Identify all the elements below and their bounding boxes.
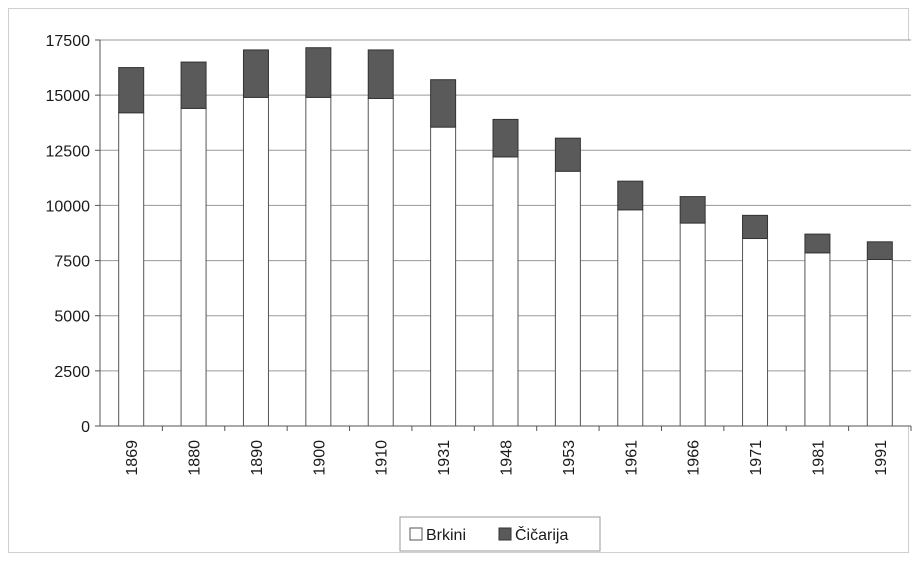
legend-label-cicarija: Čičarija [515, 525, 568, 544]
x-tick-label: 1991 [873, 440, 890, 476]
y-tick-label: 0 [81, 419, 90, 436]
y-tick-label: 5000 [54, 309, 90, 326]
bar-cicarija-1880 [180, 61, 207, 109]
y-tick-label: 12500 [46, 143, 91, 160]
y-tick-label: 10000 [46, 198, 91, 215]
bar-brkini-1880 [180, 107, 207, 427]
bar-brkini-1961 [617, 209, 644, 427]
bar-cicarija-1948 [492, 118, 519, 158]
bar-brkini-1971 [742, 238, 769, 427]
legend-swatch-brkini [409, 527, 423, 541]
bar-cicarija-1961 [617, 180, 644, 211]
x-tick-label: 1890 [249, 440, 266, 476]
bar-brkini-1890 [242, 96, 269, 427]
bar-cicarija-1953 [554, 137, 581, 172]
bar-cicarija-1890 [242, 49, 269, 98]
y-tick-label: 15000 [46, 88, 91, 105]
bar-cicarija-1910 [367, 49, 394, 99]
bar-brkini-1966 [679, 222, 706, 427]
bar-brkini-1900 [305, 96, 332, 427]
bar-brkini-1981 [804, 252, 831, 427]
x-tick-label: 1869 [124, 440, 141, 476]
x-tick-label: 1961 [623, 440, 640, 476]
bar-cicarija-1869 [118, 67, 145, 114]
y-tick-label: 17500 [46, 33, 91, 50]
legend-swatch-cicarija [498, 527, 512, 541]
bar-cicarija-1991 [866, 241, 893, 260]
x-tick-label: 1981 [810, 440, 827, 476]
bar-cicarija-1981 [804, 233, 831, 254]
bar-brkini-1991 [866, 258, 893, 427]
x-tick-label: 1931 [436, 440, 453, 476]
bar-cicarija-1966 [679, 196, 706, 224]
bar-cicarija-1971 [742, 214, 769, 240]
bar-brkini-1953 [554, 170, 581, 427]
x-tick-label: 1971 [748, 440, 765, 476]
bar-cicarija-1931 [430, 79, 457, 128]
x-tick-label: 1948 [499, 440, 516, 476]
y-tick-label: 7500 [54, 254, 90, 271]
x-tick-label: 1953 [561, 440, 578, 476]
y-tick-label: 2500 [54, 364, 90, 381]
x-tick-label: 1966 [686, 440, 703, 476]
x-tick-label: 1900 [311, 440, 328, 476]
bar-brkini-1869 [118, 112, 145, 427]
bar-cicarija-1900 [305, 47, 332, 98]
bar-brkini-1931 [430, 126, 457, 427]
x-tick-label: 1880 [187, 440, 204, 476]
bar-brkini-1948 [492, 156, 519, 427]
x-tick-label: 1910 [374, 440, 391, 476]
legend-label-brkini: Brkini [426, 527, 466, 544]
bar-brkini-1910 [367, 97, 394, 427]
